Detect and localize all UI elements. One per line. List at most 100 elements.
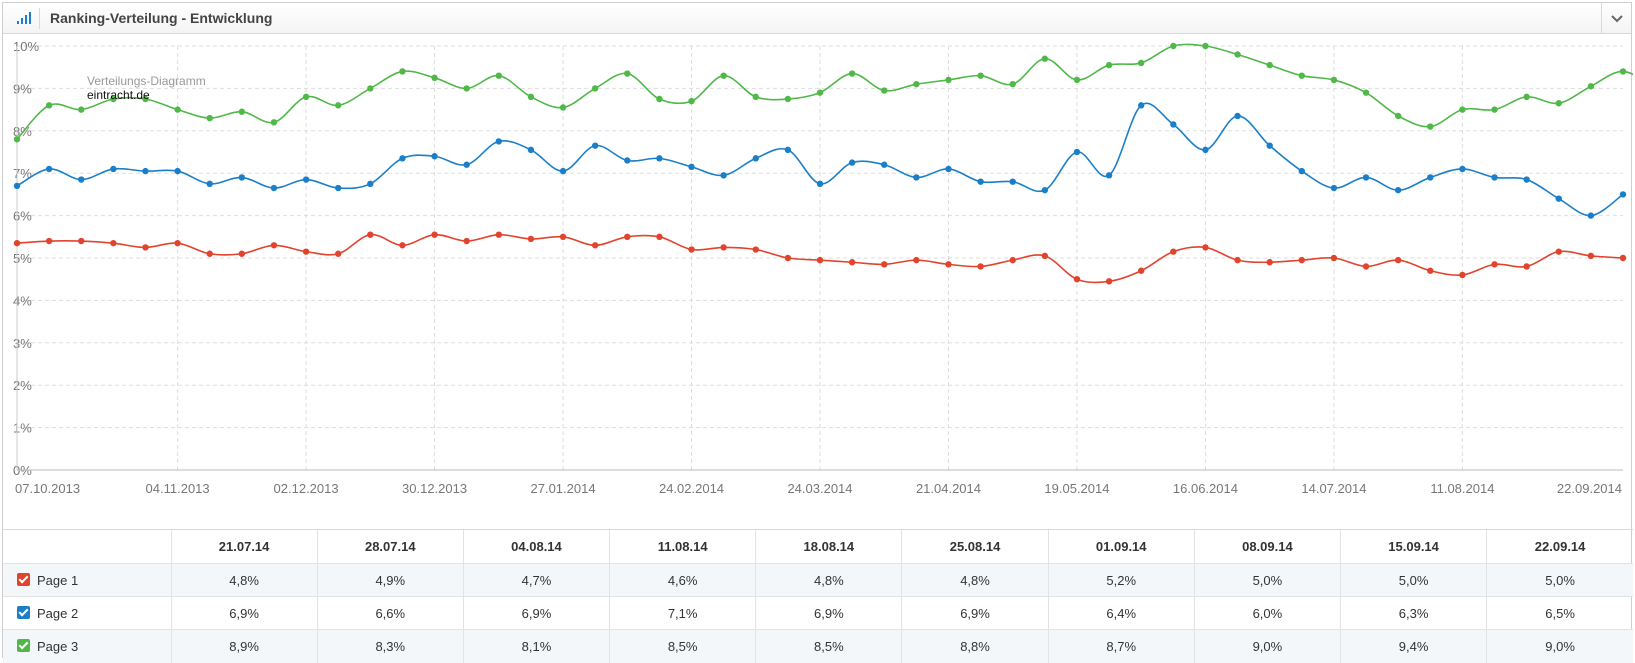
column-header: 15.09.14 — [1339, 529, 1487, 564]
y-tick-label: 4% — [13, 293, 32, 308]
data-point-page-3 — [527, 93, 535, 101]
data-point-page-2 — [1170, 121, 1177, 128]
data-point-page-3 — [78, 106, 85, 113]
table-cell: 5,0% — [1486, 563, 1633, 597]
data-point-page-2 — [142, 167, 149, 175]
table-corner — [3, 529, 171, 564]
data-point-page-2 — [977, 178, 984, 185]
data-point-page-3 — [1041, 55, 1049, 62]
table-cell: 8,8% — [901, 629, 1049, 663]
x-tick-label: 19.05.2014 — [1044, 481, 1109, 496]
data-point-page-3 — [335, 102, 342, 109]
series-checkbox[interactable] — [17, 638, 30, 652]
table-cell: 8,7% — [1047, 629, 1195, 663]
data-point-page-2 — [1555, 195, 1562, 202]
data-point-page-3 — [1330, 76, 1338, 84]
data-point-page-2 — [367, 180, 374, 187]
data-point-page-1 — [495, 231, 502, 238]
data-point-page-2 — [752, 155, 759, 162]
table-cell: 9,0% — [1193, 629, 1341, 663]
data-point-page-1 — [1523, 263, 1530, 270]
data-point-page-1 — [1009, 256, 1016, 264]
table-cell: 5,0% — [1339, 563, 1487, 597]
data-point-page-1 — [463, 237, 470, 245]
x-tick-label: 27.01.2014 — [531, 481, 596, 496]
chart-annotation-title: Verteilungs-Diagramm — [87, 74, 206, 88]
data-point-page-3 — [1619, 68, 1627, 75]
data-point-page-2 — [881, 161, 888, 168]
x-tick-label: 24.02.2014 — [659, 481, 724, 496]
collapse-toggle[interactable] — [1601, 3, 1631, 34]
series-checkbox[interactable] — [17, 572, 30, 586]
data-point-page-1 — [1073, 276, 1081, 283]
data-point-page-1 — [1587, 252, 1595, 260]
y-tick-label: 1% — [13, 421, 32, 436]
data-point-page-1 — [591, 242, 599, 249]
y-tick-label: 7% — [13, 166, 32, 181]
series-page-1 — [13, 231, 1627, 285]
data-point-page-2 — [1105, 172, 1113, 179]
data-point-page-2 — [1491, 174, 1498, 181]
data-point-page-3 — [110, 95, 117, 103]
data-point-page-1 — [1394, 256, 1402, 264]
data-point-page-1 — [1170, 248, 1177, 255]
table-cell: 6,9% — [170, 596, 318, 630]
data-point-page-3 — [1266, 61, 1273, 69]
data-point-page-2 — [1394, 186, 1402, 194]
table-cell: 6,3% — [1339, 596, 1487, 630]
data-point-page-1 — [1298, 256, 1306, 264]
data-point-page-3 — [142, 95, 149, 103]
data-point-page-3 — [1202, 42, 1209, 50]
data-point-page-1 — [752, 246, 759, 253]
data-point-page-3 — [1394, 112, 1402, 120]
data-point-page-2 — [720, 172, 727, 179]
data-point-page-1 — [302, 248, 310, 255]
data-point-page-2 — [1138, 102, 1145, 109]
data-point-page-3 — [1105, 61, 1113, 69]
data-point-page-2 — [945, 165, 952, 173]
data-point-page-3 — [913, 80, 920, 88]
table-cell: 4,9% — [316, 563, 464, 597]
data-point-page-1 — [1041, 252, 1049, 260]
table-body: Page 1 4,8% 4,9% 4,7% 4,6% 4,8% 4,8% 5,2% 5,0% 5,… — [3, 563, 1633, 663]
data-point-page-3 — [495, 72, 502, 79]
column-header: 18.08.14 — [755, 529, 902, 564]
data-point-page-1 — [174, 239, 181, 247]
table-cell: 8,5% — [755, 629, 902, 663]
data-point-page-1 — [1427, 267, 1434, 274]
data-point-page-3 — [720, 72, 727, 79]
data-point-page-2 — [238, 174, 246, 181]
x-tick-label: 24.03.2014 — [787, 481, 852, 496]
data-point-page-3 — [1234, 51, 1241, 58]
data-point-page-2 — [656, 155, 663, 162]
x-tick-label: 11.08.2014 — [1430, 481, 1494, 496]
data-point-page-2 — [174, 167, 181, 175]
series-checkbox[interactable] — [17, 605, 30, 619]
data-point-page-3 — [174, 106, 181, 113]
data-point-page-1 — [527, 235, 535, 243]
data-point-page-1 — [1234, 256, 1241, 264]
x-tick-label: 22.09.2014 — [1557, 481, 1622, 496]
row-label: Page 3 — [3, 629, 171, 663]
data-point-page-1 — [945, 261, 952, 268]
data-point-page-2 — [302, 176, 310, 183]
data-point-page-2 — [45, 165, 53, 173]
data-point-page-1 — [45, 237, 53, 245]
data-point-page-1 — [142, 244, 149, 251]
data-point-page-1 — [913, 256, 920, 264]
row-label: Page 2 — [3, 596, 171, 630]
header-divider — [39, 8, 40, 29]
table-cell: 4,8% — [901, 563, 1049, 597]
data-point-page-3 — [591, 85, 599, 92]
y-tick-label: 6% — [13, 209, 32, 224]
data-point-page-1 — [78, 237, 85, 245]
data-point-page-2 — [1266, 142, 1273, 149]
table-row: Page 3 8,9% 8,3% 8,1% 8,5% 8,5% 8,8% 8,7% 9,0% 9,… — [3, 629, 1633, 663]
table-cell: 8,9% — [170, 629, 318, 663]
data-point-page-3 — [206, 114, 213, 122]
data-point-page-3 — [1523, 93, 1530, 101]
table-cell: 8,1% — [462, 629, 610, 663]
data-point-page-3 — [13, 136, 21, 143]
x-tick-label: 30.12.2013 — [402, 481, 467, 496]
data-point-page-2 — [527, 146, 535, 154]
